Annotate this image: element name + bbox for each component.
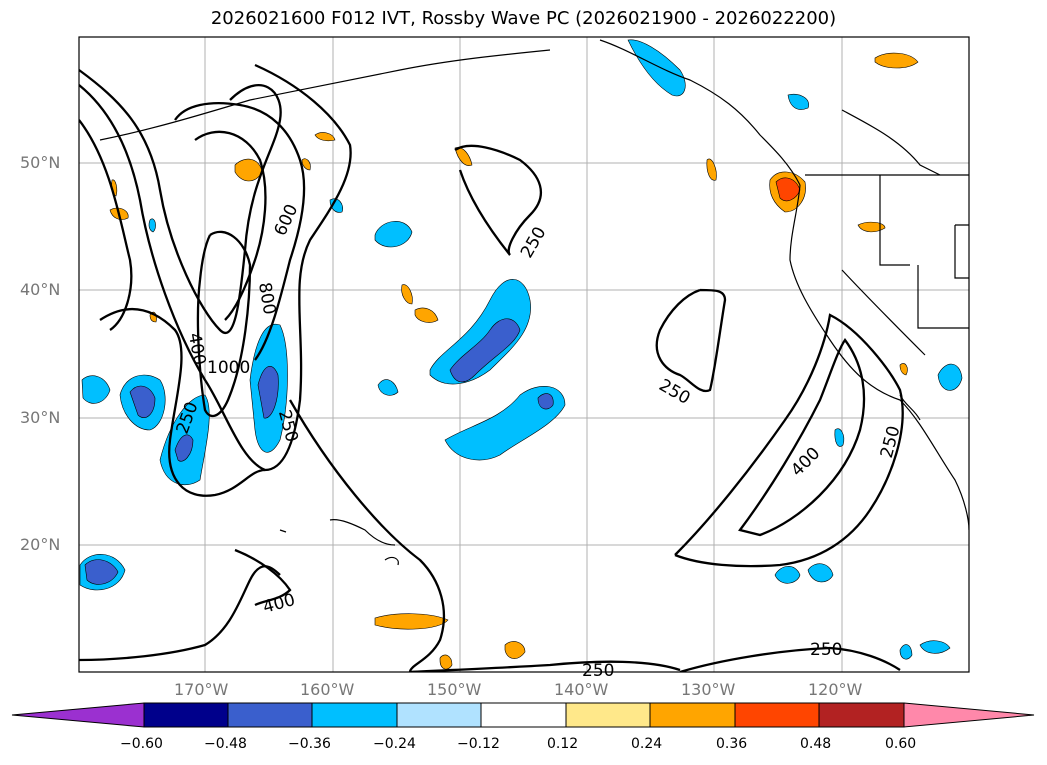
- lon-label: 160°W: [300, 680, 355, 699]
- colorbar-segment: [311, 702, 398, 728]
- colorbar-tick-label: −0.36: [288, 736, 331, 752]
- colorbar: [11, 702, 1035, 728]
- lat-label: 50°N: [20, 153, 61, 172]
- colorbar-tick-label: 0.12: [547, 736, 579, 752]
- negative-anomaly-shading: [79, 39, 963, 660]
- lat-label: 30°N: [20, 408, 61, 427]
- map-title: 2026021600 F012 IVT, Rossby Wave PC (202…: [210, 8, 837, 29]
- colorbar-tick-label: −0.60: [120, 736, 163, 752]
- contour-label: 250: [582, 661, 614, 681]
- lon-label: 170°W: [174, 680, 229, 699]
- colorbar-tick-label: 0.48: [800, 736, 832, 752]
- colorbar-extend-high: [903, 702, 1035, 728]
- colorbar-segment: [227, 702, 313, 728]
- lat-label: 20°N: [20, 535, 61, 554]
- lat-label: 40°N: [20, 280, 61, 299]
- contour-label: 250: [810, 640, 842, 660]
- colorbar-segment: [649, 702, 736, 728]
- colorbar-tick-label: −0.48: [204, 736, 247, 752]
- ivt-contours: [79, 63, 904, 672]
- contour-label: 1000: [207, 358, 250, 378]
- colorbar-segment: [818, 702, 905, 728]
- lon-label: 120°W: [808, 680, 863, 699]
- colorbar-tick-label: 0.60: [885, 736, 917, 752]
- map-frame: [78, 36, 970, 673]
- colorbar-tick-label: −0.12: [457, 736, 500, 752]
- colorbar-segment: [565, 702, 651, 728]
- lon-label: 130°W: [681, 680, 736, 699]
- lon-label: 140°W: [554, 680, 609, 699]
- colorbar-tick-label: 0.36: [716, 736, 748, 752]
- positive-anomaly-shading: [109, 52, 919, 670]
- colorbar-extend-low: [11, 702, 145, 728]
- coastlines: [99, 39, 969, 566]
- colorbar-segment: [143, 702, 229, 728]
- colorbar-tick-label: 0.24: [631, 736, 663, 752]
- colorbar-segment: [734, 702, 820, 728]
- colorbar-tick-label: −0.24: [373, 736, 416, 752]
- colorbar-segment: [480, 702, 567, 728]
- lon-label: 150°W: [427, 680, 482, 699]
- colorbar-segment: [396, 702, 482, 728]
